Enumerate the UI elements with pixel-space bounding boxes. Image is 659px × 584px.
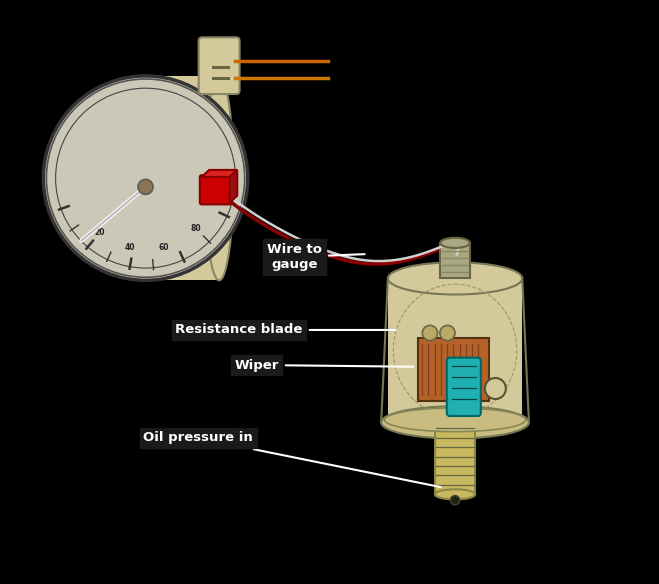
FancyBboxPatch shape [440, 243, 470, 279]
Text: 80: 80 [191, 224, 202, 233]
Circle shape [422, 325, 438, 340]
Polygon shape [202, 170, 237, 177]
Text: 20: 20 [94, 228, 105, 238]
Text: Wire to
gauge: Wire to gauge [267, 243, 364, 271]
Ellipse shape [388, 262, 522, 294]
FancyBboxPatch shape [200, 175, 231, 204]
FancyBboxPatch shape [447, 357, 481, 416]
Text: Resistance blade: Resistance blade [175, 324, 395, 336]
Circle shape [485, 378, 506, 399]
Circle shape [450, 495, 460, 505]
Text: Wiper: Wiper [235, 359, 413, 371]
Ellipse shape [205, 76, 233, 280]
Ellipse shape [435, 489, 475, 499]
Ellipse shape [381, 406, 529, 439]
Text: 40: 40 [124, 244, 134, 252]
Ellipse shape [385, 408, 526, 432]
FancyBboxPatch shape [198, 37, 240, 94]
Text: 60: 60 [159, 243, 169, 252]
Circle shape [43, 76, 248, 280]
Circle shape [138, 179, 153, 194]
Ellipse shape [440, 238, 470, 248]
Text: Oil pressure in: Oil pressure in [143, 432, 441, 487]
Circle shape [440, 325, 455, 340]
FancyBboxPatch shape [146, 76, 219, 280]
Polygon shape [229, 170, 237, 203]
FancyBboxPatch shape [435, 422, 475, 494]
FancyBboxPatch shape [388, 279, 522, 422]
FancyBboxPatch shape [418, 338, 488, 401]
